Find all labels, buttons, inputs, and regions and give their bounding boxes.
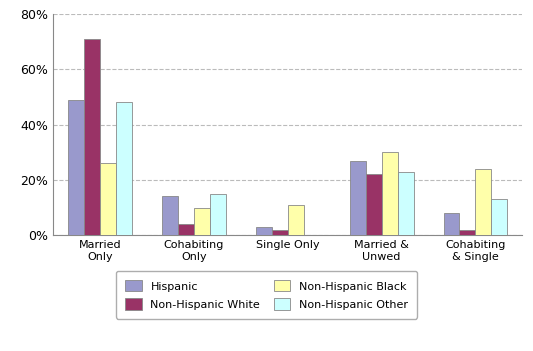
Bar [382, 152, 398, 235]
Bar [459, 230, 475, 235]
Bar [350, 160, 366, 235]
Bar [178, 224, 194, 235]
Bar [162, 197, 178, 235]
Bar [256, 227, 272, 235]
Bar [272, 230, 288, 235]
Bar [68, 100, 84, 235]
Bar [100, 163, 116, 235]
Bar [116, 102, 132, 235]
Bar [288, 205, 304, 235]
Bar [475, 169, 491, 235]
Bar [194, 207, 210, 235]
Bar [210, 194, 226, 235]
Bar [491, 199, 507, 235]
Bar [366, 174, 382, 235]
Bar [443, 213, 459, 235]
Bar [398, 172, 414, 235]
Bar [84, 39, 100, 235]
Legend: Hispanic, Non-Hispanic White, Non-Hispanic Black, Non-Hispanic Other: Hispanic, Non-Hispanic White, Non-Hispan… [116, 271, 417, 318]
